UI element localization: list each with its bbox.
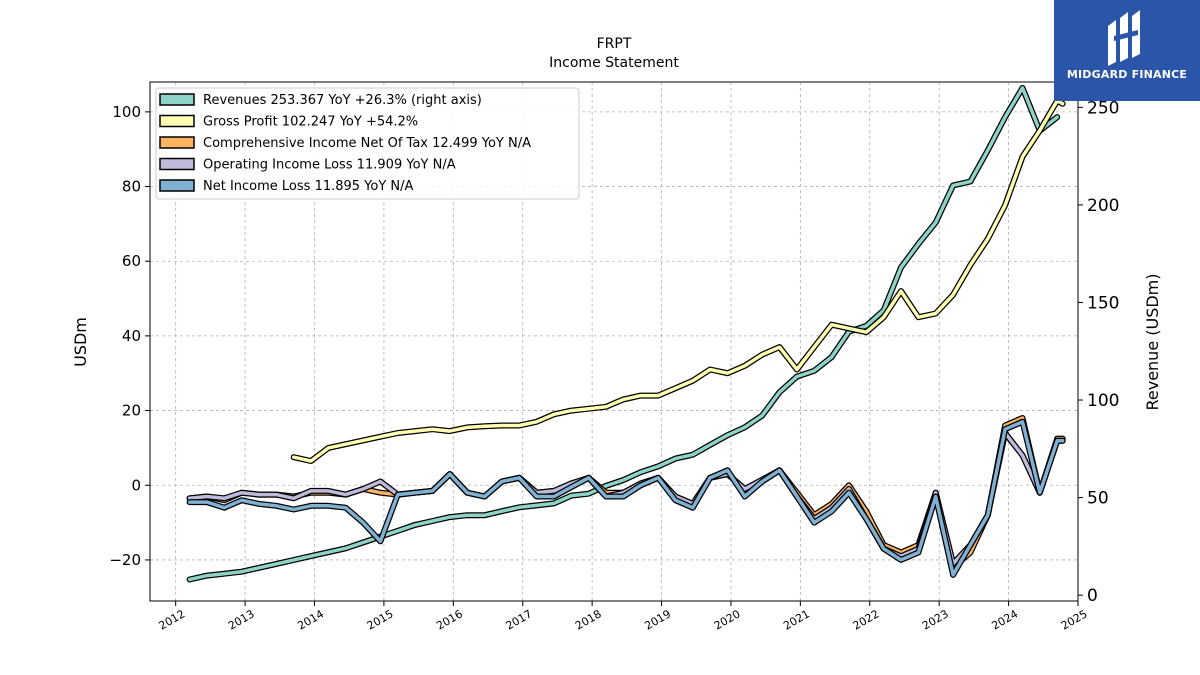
y-tick-label: 0 [131,476,141,494]
series-line [291,98,1065,463]
series-lines [186,84,1066,583]
y2-tick-label: 0 [1087,586,1098,606]
y2-tick-label: 50 [1087,489,1109,509]
midgard-logo-icon [1108,10,1140,66]
x-tick-label: 2025 [1059,607,1090,632]
legend-swatch [159,157,195,171]
legend-swatch [159,179,195,192]
x-tick-label: 2017 [504,607,535,632]
x-tick-label: 2012 [157,607,188,632]
chart-title: FRPT [597,36,632,52]
y2-tick-label: 150 [1087,293,1119,313]
x-tick-label: 2023 [920,607,951,632]
legend-entry: Revenues 253.367 YoY +26.3% (right axis) [203,93,482,108]
x-tick-label: 2021 [781,607,812,632]
brand-logo: MIDGARD FINANCE [1054,0,1200,101]
y2-tick-label: 200 [1087,196,1119,216]
legend-swatch [159,114,195,128]
x-tick-label: 2013 [226,607,257,632]
y2-tick-label: 100 [1087,391,1119,411]
legend-box [155,87,580,200]
x-tick-label: 2019 [642,607,673,632]
series-revenues [186,84,1061,583]
legend-swatch [159,93,195,106]
y2-axis-label: Revenue (USDm) [1143,273,1162,410]
legend-entry: Gross Profit 102.247 YoY +54.2% [203,115,418,130]
legend-entry: Net Income Loss 11.895 YoY N/A [203,179,414,194]
x-tick-label: 2018 [573,607,604,632]
y-tick-label: 20 [122,402,141,420]
chart-subtitle: Income Statement [549,55,679,71]
legend-entry: Comprehensive Income Net Of Tax 12.499 Y… [203,136,531,151]
x-tick-label: 2015 [365,607,396,632]
brand-name: MIDGARD FINANCE [1066,68,1188,81]
y-tick-label: 80 [122,178,141,196]
y-axis-label: USDm [71,317,90,367]
y-tick-label: 40 [122,327,141,345]
series-gross-profit [290,97,1066,464]
x-tick-label: 2022 [851,607,882,632]
series-line [187,420,1065,577]
x-tick-label: 2020 [712,607,743,632]
legend-swatch [159,136,195,149]
y2-tick-label: 250 [1087,98,1119,118]
x-tick-label: 2016 [434,607,465,632]
y-tick-label: −20 [109,551,141,569]
y-tick-label: 60 [122,252,141,270]
y-tick-label: 100 [112,103,141,121]
series-net-income-loss [186,418,1066,578]
legend: Revenues 253.367 YoY +26.3% (right axis)… [155,87,580,200]
plot-frame [149,81,1079,602]
legend-entry: Operating Income Loss 11.909 YoY N/A [203,158,456,173]
x-tick-label: 2024 [989,607,1020,632]
series-line [187,86,1059,582]
x-tick-label: 2014 [295,607,326,632]
